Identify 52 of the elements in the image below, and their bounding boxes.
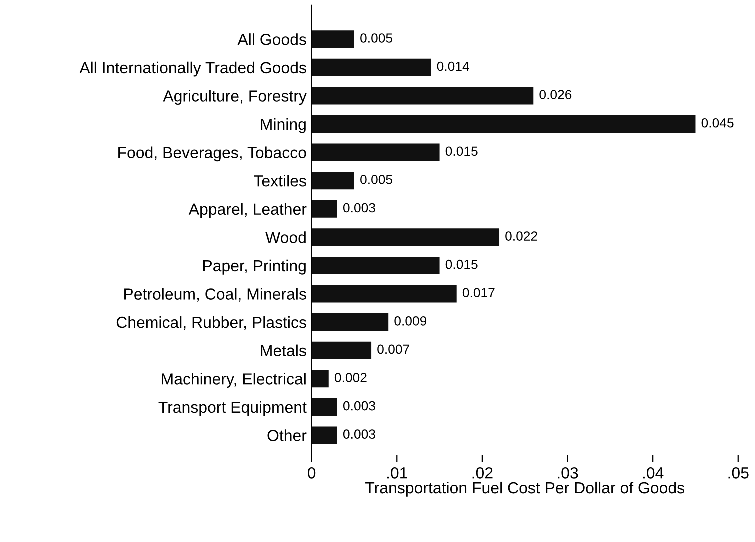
y-tick-label: Wood [266,232,306,244]
y-tick-label: Machinery, Electrical [162,373,306,388]
data-label: 0.003 [343,401,376,411]
bar [312,115,696,134]
bar [312,200,338,218]
x-tick-label: .03 [558,468,578,479]
y-tick-label: Mining [261,118,306,134]
bar [312,30,354,48]
bar [312,285,457,303]
data-label: 0.015 [446,260,478,270]
y-tick-label: Apparel, Leather [188,203,307,218]
bar [312,144,440,162]
y-tick-label: Food, Beverages, Tobacco [118,146,306,162]
x-tick-label: .05 [728,468,749,479]
bar [312,87,534,105]
bar [312,172,354,190]
y-tick-label: Other [268,430,307,442]
y-tick-label: Petroleum, Coal, Minerals [124,288,306,302]
data-label: 0.014 [437,62,470,72]
bar [312,398,338,416]
y-tick-label: Chemical, Rubber, Plastics [116,316,306,330]
y-tick-label: Metals [261,344,306,357]
data-label: 0.022 [506,232,538,241]
data-label: 0.026 [540,90,572,100]
x-tick-label: 0 [308,468,316,479]
data-label: 0.002 [334,373,367,382]
data-label: 0.017 [462,288,495,298]
y-tick-label: All Internationally Traded Goods [80,62,306,77]
x-tick-label: .04 [643,468,664,479]
data-label: 0.009 [394,316,427,326]
y-tick-label: Agriculture, Forestry [163,90,307,106]
data-label: 0.045 [702,118,734,128]
bar [312,426,338,444]
bar [312,370,329,388]
y-tick-label: Paper, Printing [203,260,306,275]
x-tick-label: .02 [472,468,493,479]
y-tick-label: Textiles [254,175,306,187]
data-label: 0.005 [360,34,392,43]
y-tick-label: All Goods [238,34,306,46]
x-axis-title: Transportation Fuel Cost Per Dollar of Goods [366,482,684,497]
bar [312,228,500,246]
x-tick-label: .01 [387,468,408,479]
data-label: 0.005 [360,175,392,184]
data-label: 0.003 [343,430,376,440]
data-label: 0.007 [378,344,410,354]
bar [312,256,440,274]
bar [312,342,372,360]
y-tick-label: Transport Equipment [158,401,307,416]
bar [312,58,432,76]
data-label: 0.015 [446,146,478,156]
bar [312,314,389,332]
data-label: 0.003 [343,203,376,213]
